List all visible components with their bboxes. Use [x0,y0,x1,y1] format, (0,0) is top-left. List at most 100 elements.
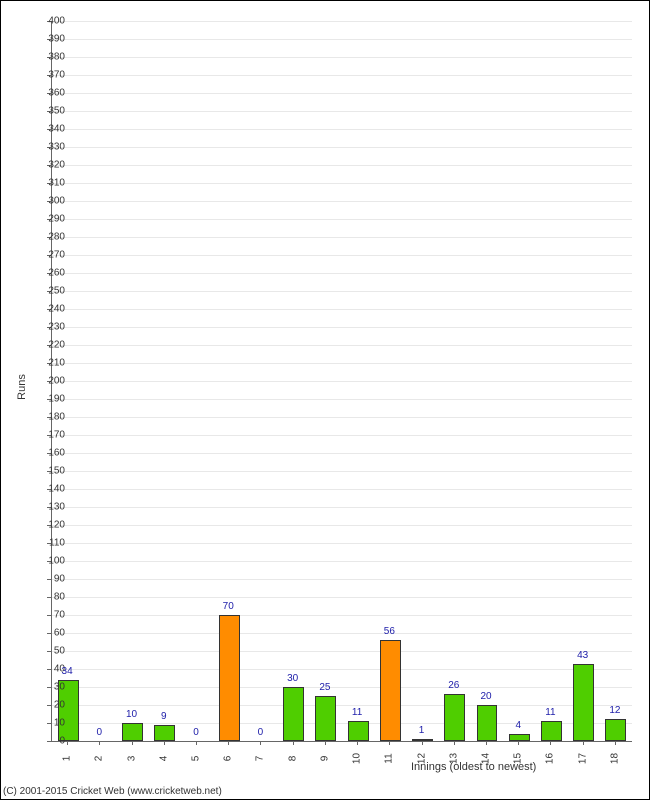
y-tick-label: 160 [25,448,65,459]
x-tick-mark [454,741,455,745]
bar [412,739,433,741]
y-tick-label: 350 [25,106,65,117]
y-tick-label: 110 [25,538,65,549]
x-tick-label: 4 [158,756,169,762]
x-tick-label: 12 [416,753,427,764]
y-tick-label: 50 [25,646,65,657]
y-tick-label: 370 [25,70,65,81]
x-tick-mark [550,741,551,745]
bar [283,687,304,741]
x-tick-label: 7 [255,756,266,762]
y-tick-label: 380 [25,52,65,63]
x-tick-mark [132,741,133,745]
gridline [52,687,632,688]
y-tick-label: 360 [25,88,65,99]
bar-value-label: 11 [545,707,555,718]
gridline [52,273,632,274]
gridline [52,561,632,562]
x-tick-label: 16 [545,753,556,764]
y-tick-label: 190 [25,394,65,405]
gridline [52,147,632,148]
y-tick-label: 80 [25,592,65,603]
copyright-text: (C) 2001-2015 Cricket Web (www.cricketwe… [3,786,222,797]
y-tick-label: 10 [25,718,65,729]
y-tick-label: 30 [25,682,65,693]
x-tick-label: 14 [481,753,492,764]
y-tick-label: 90 [25,574,65,585]
bar-value-label: 9 [161,711,167,722]
bar-value-label: 4 [515,720,521,731]
gridline [52,597,632,598]
x-tick-label: 3 [126,756,137,762]
gridline [52,93,632,94]
gridline [52,579,632,580]
gridline [52,345,632,346]
x-tick-mark [615,741,616,745]
y-tick-label: 400 [25,16,65,27]
gridline [52,291,632,292]
bar-value-label: 70 [223,601,234,612]
bar [154,725,175,741]
bar-value-label: 0 [97,727,103,738]
x-tick-label: 11 [384,753,395,763]
y-tick-label: 250 [25,286,65,297]
gridline [52,21,632,22]
y-tick-label: 320 [25,160,65,171]
x-tick-mark [422,741,423,745]
gridline [52,399,632,400]
x-tick-mark [325,741,326,745]
x-tick-label: 9 [319,756,330,762]
bar [573,664,594,741]
y-tick-label: 0 [25,736,65,747]
gridline [52,201,632,202]
gridline [52,453,632,454]
y-tick-label: 390 [25,34,65,45]
x-tick-mark [99,741,100,745]
y-tick-label: 120 [25,520,65,531]
gridline [52,309,632,310]
y-tick-label: 20 [25,700,65,711]
gridline [52,39,632,40]
bar-value-label: 10 [126,709,137,720]
y-tick-label: 60 [25,628,65,639]
x-tick-label: 8 [287,756,298,762]
gridline [52,615,632,616]
x-tick-label: 18 [609,753,620,764]
gridline [52,363,632,364]
gridline [52,543,632,544]
x-tick-label: 6 [223,756,234,762]
gridline [52,705,632,706]
bar-value-label: 56 [384,626,395,637]
x-tick-mark [486,741,487,745]
y-tick-label: 270 [25,250,65,261]
x-tick-mark [518,741,519,745]
x-tick-label: 17 [577,753,588,764]
gridline [52,489,632,490]
gridline [52,651,632,652]
bar [541,721,562,741]
gridline [52,417,632,418]
gridline [52,57,632,58]
y-tick-label: 70 [25,610,65,621]
x-tick-label: 13 [448,753,459,764]
gridline [52,471,632,472]
bar-value-label: 20 [480,691,491,702]
bar-value-label: 11 [352,707,362,718]
y-tick-label: 100 [25,556,65,567]
y-tick-label: 280 [25,232,65,243]
y-tick-label: 300 [25,196,65,207]
bar-value-label: 25 [319,682,330,693]
plot-area [51,21,632,742]
x-tick-label: 2 [94,756,105,762]
y-tick-label: 180 [25,412,65,423]
x-tick-label: 5 [191,756,202,762]
gridline [52,669,632,670]
x-tick-mark [357,741,358,745]
x-tick-mark [389,741,390,745]
gridline [52,435,632,436]
bar [348,721,369,741]
y-tick-label: 210 [25,358,65,369]
x-tick-mark [164,741,165,745]
gridline [52,219,632,220]
x-tick-label: 15 [513,753,524,764]
